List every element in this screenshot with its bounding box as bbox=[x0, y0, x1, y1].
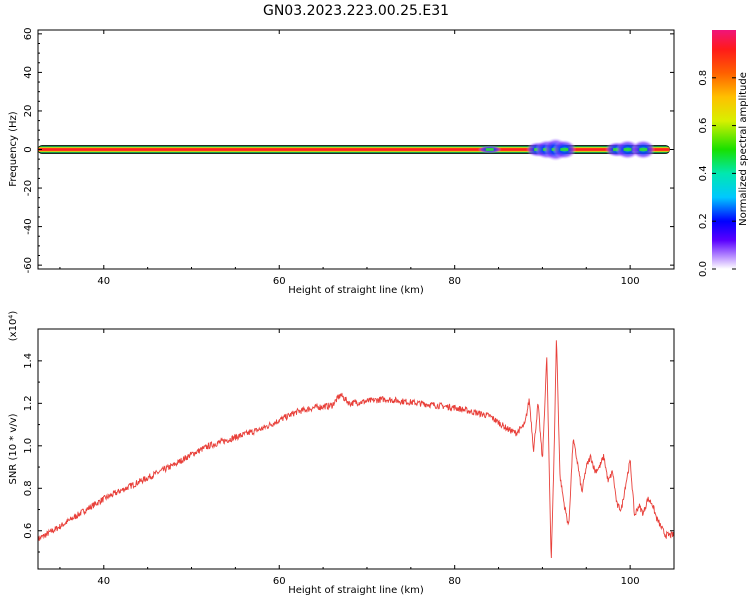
snr-y-label: SNR (10 * v/v) bbox=[8, 413, 19, 484]
spectrogram-blob-core-7 bbox=[639, 148, 648, 151]
figure-title: GN03.2023.223.00.25.E31 bbox=[263, 3, 449, 19]
colorbar-gradient bbox=[712, 30, 736, 269]
snr-x-label: Height of straight line (km) bbox=[288, 585, 424, 596]
spectrogram-blob-core-6 bbox=[623, 148, 632, 151]
spectrogram-ytick-label-0: -60 bbox=[23, 257, 34, 273]
colorbar-label: Normalized spectral amplitude bbox=[738, 72, 749, 226]
spectrogram-ytick-label-6: 60 bbox=[23, 27, 34, 40]
snr-xtick-label-0: 40 bbox=[97, 576, 110, 587]
spectrogram-blob-core-4 bbox=[560, 148, 569, 151]
snr-ytick-label-3: 1.2 bbox=[23, 395, 34, 411]
snr-series-line bbox=[38, 340, 674, 558]
snr-y-unit: (x10⁴) bbox=[8, 311, 19, 342]
colorbar: 0.0 0.2 0.4 0.6 0.8 Normalized spectral ampl… bbox=[698, 30, 749, 277]
snr-ytick-label-1: 0.8 bbox=[23, 480, 34, 496]
spectrogram-y-label: Frequency (Hz) bbox=[8, 111, 19, 187]
spectrogram-ytick-label-5: 40 bbox=[23, 66, 34, 79]
colorbar-tick-label-4: 0.8 bbox=[698, 70, 709, 86]
snr-plot-area bbox=[38, 340, 674, 558]
spectrogram-x-label: Height of straight line (km) bbox=[288, 285, 424, 296]
spectrogram-xtick-label-2: 80 bbox=[448, 276, 461, 287]
spectrogram-ytick-label-2: -20 bbox=[23, 180, 34, 196]
spectrogram-xtick-label-0: 40 bbox=[97, 276, 110, 287]
snr-xtick-label-3: 100 bbox=[621, 576, 640, 587]
spectrogram-blob-core-0 bbox=[485, 148, 494, 151]
spectrogram-xtick-label-3: 100 bbox=[621, 276, 640, 287]
snr-panel: 40 60 80 100 0.6 0.8 1.0 1.2 1.4 Height of strai… bbox=[8, 311, 675, 596]
colorbar-tick-label-3: 0.6 bbox=[698, 118, 709, 134]
colorbar-tick-label-0: 0.0 bbox=[698, 261, 709, 277]
spectrogram-xtick-label-1: 60 bbox=[273, 276, 286, 287]
snr-ytick-label-4: 1.4 bbox=[23, 353, 34, 369]
spectrogram-ytick-label-1: -40 bbox=[23, 218, 34, 234]
snr-xtick-label-1: 60 bbox=[273, 576, 286, 587]
snr-frame bbox=[37, 328, 675, 570]
spectrogram-plot-area bbox=[38, 137, 671, 162]
snr-ticks: 40 60 80 100 0.6 0.8 1.0 1.2 1.4 bbox=[23, 329, 675, 587]
spectrogram-panel: 40 60 80 100 -60 -40 -20 0 20 40 60 Height of stra… bbox=[8, 27, 675, 296]
snr-ytick-label-2: 1.0 bbox=[23, 438, 34, 454]
spectrogram-band-core bbox=[38, 148, 670, 151]
colorbar-tick-label-2: 0.4 bbox=[698, 165, 709, 181]
colorbar-tick-label-1: 0.2 bbox=[698, 213, 709, 229]
snr-ytick-label-0: 0.6 bbox=[23, 523, 34, 539]
spectrogram-ticks: 40 60 80 100 -60 -40 -20 0 20 40 60 bbox=[23, 27, 675, 287]
spectrogram-ytick-label-3: 0 bbox=[23, 146, 34, 152]
colorbar-ticks: 0.0 0.2 0.4 0.6 0.8 bbox=[698, 70, 736, 277]
snr-xtick-label-2: 80 bbox=[448, 576, 461, 587]
snr-background bbox=[38, 329, 674, 569]
spectrogram-ytick-label-4: 20 bbox=[23, 105, 34, 118]
